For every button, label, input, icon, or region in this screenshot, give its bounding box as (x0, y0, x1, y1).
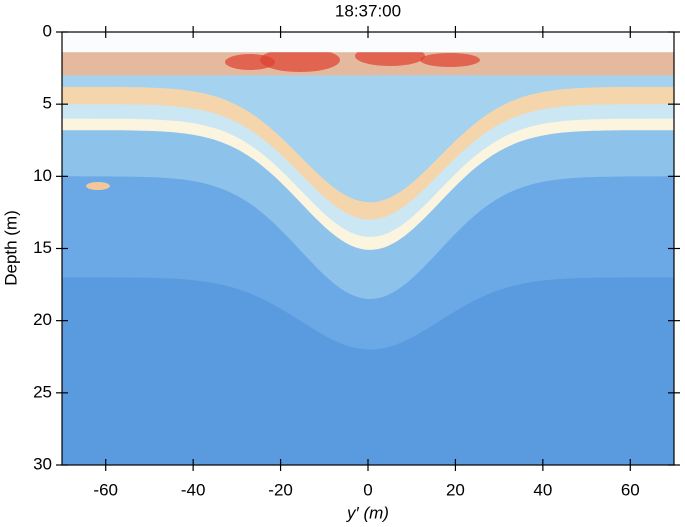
y-tick-label: 30 (33, 454, 52, 473)
x-tick-label: 20 (446, 480, 465, 499)
x-tick-label: 0 (363, 480, 372, 499)
y-tick-label: 15 (33, 238, 52, 257)
chart-title: 18:37:00 (335, 1, 401, 20)
spot (86, 182, 110, 190)
x-tick-label: 40 (533, 480, 552, 499)
y-tick-label: 10 (33, 166, 52, 185)
y-axis-label: Depth (m) (1, 210, 20, 286)
x-tick-label: -40 (181, 480, 206, 499)
y-tick-label: 0 (43, 21, 52, 40)
x-tick-label: -20 (268, 480, 293, 499)
blank-top (62, 32, 674, 53)
y-tick-label: 20 (33, 310, 52, 329)
y-tick-label: 5 (43, 94, 52, 113)
x-tick-label: 60 (621, 480, 640, 499)
surface-hotspot (420, 53, 480, 67)
x-tick-label: -60 (93, 480, 118, 499)
surface-hotspot (225, 54, 275, 70)
y-tick-label: 25 (33, 382, 52, 401)
surface-hotspot (260, 48, 340, 72)
echogram-image (62, 32, 674, 465)
x-axis-label: y′ (m) (346, 503, 389, 522)
